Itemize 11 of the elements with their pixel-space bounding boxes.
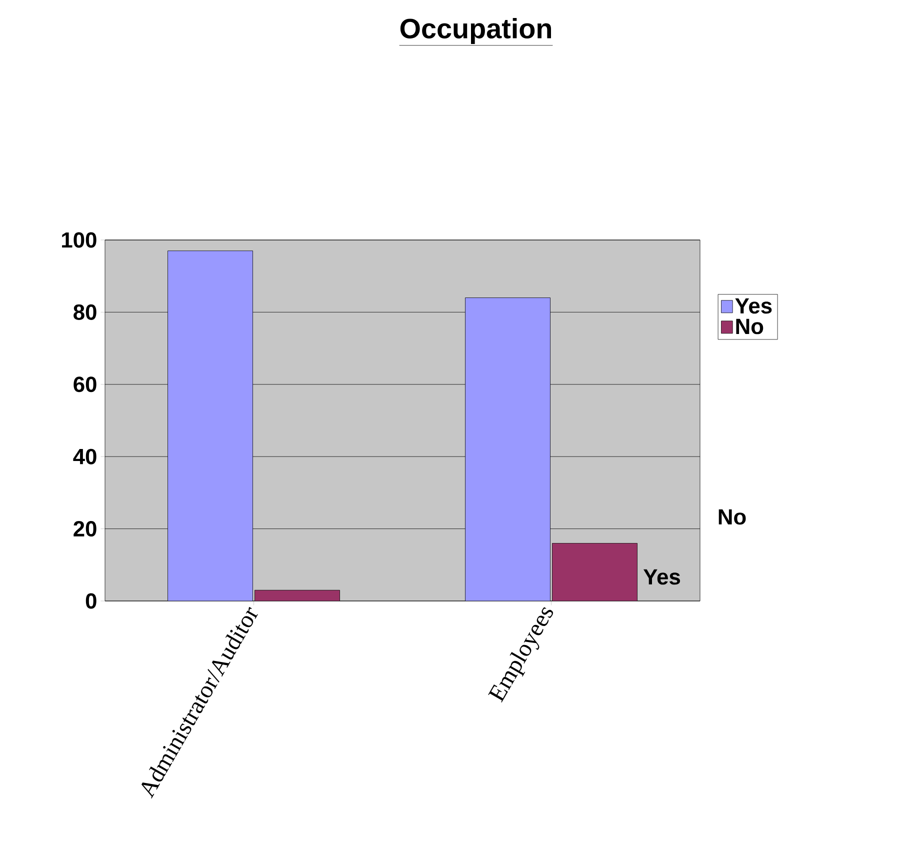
y-tick-label: 0 [86, 593, 96, 609]
y-tick-label: 20 [74, 521, 96, 537]
chart-title: Occupation [400, 18, 552, 44]
y-tick-label: 60 [74, 376, 96, 392]
y-tick-label: 100 [62, 232, 96, 248]
legend-label: No [736, 318, 764, 334]
y-tick-label: 40 [73, 448, 96, 464]
legend-label: Yes [735, 298, 772, 314]
annotation: Yes [643, 569, 680, 585]
text: No [718, 509, 746, 525]
y-tick-label: 80 [74, 304, 96, 320]
